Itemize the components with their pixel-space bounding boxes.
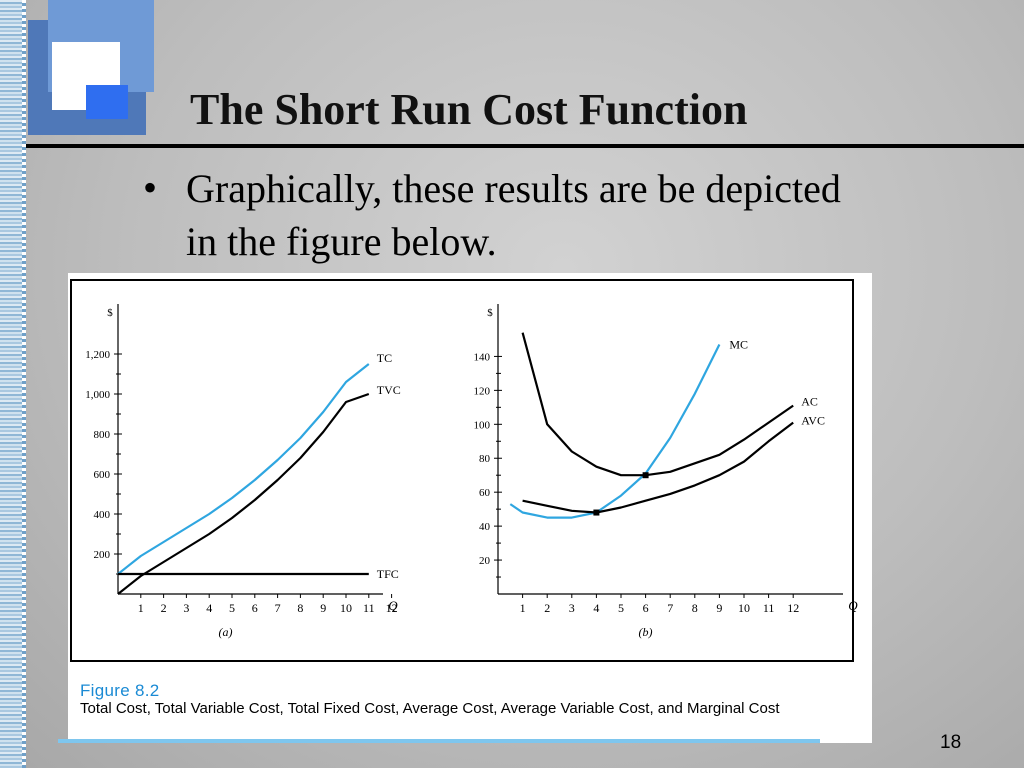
y-axis-label: $ — [487, 307, 493, 319]
x-tick-label: 2 — [544, 601, 550, 615]
chart-panel-a: $Q1 2 3 4 5 6 7 8 9 10 11 122004006008001,0001,200(… — [85, 304, 401, 639]
intersection-point — [642, 472, 649, 479]
y-axis-label: $ — [107, 307, 113, 319]
x-tick-label: 9 — [320, 601, 326, 615]
page-number: 18 — [940, 732, 962, 753]
x-tick-label: 4 — [206, 601, 212, 615]
panel-label: (a) — [219, 625, 233, 639]
slide-logo — [28, 0, 158, 138]
chart-panel-b: $Q1 2 3 4 5 6 7 8 9 10 11 1220406080100120140(b)MCA… — [474, 304, 858, 639]
y-tick-label: 400 — [94, 509, 111, 521]
y-tick-label: 120 — [474, 385, 491, 397]
x-tick-label: 10 — [738, 601, 750, 615]
x-tick-label: 3 — [569, 601, 575, 615]
figure-panel: $ Q 1 2 3 4 5 6 7 8 9 10 11 12 200 400 600 800 1,000 1,200(… — [58, 273, 872, 743]
y-tick-label: 80 — [479, 453, 491, 465]
x-tick-label: 4 — [593, 601, 599, 615]
series-line-tc — [117, 363, 370, 575]
series-label-tvc: TVC — [377, 383, 401, 397]
y-tick-label: 20 — [479, 555, 491, 567]
y-tick-label: 1,000 — [85, 389, 110, 401]
series-line-ac — [521, 332, 794, 477]
x-tick-label: 9 — [716, 601, 722, 615]
x-tick-label: 11 — [763, 601, 775, 615]
title-divider — [26, 144, 1024, 148]
x-tick-label: 11 — [363, 601, 375, 615]
x-tick-label: 5 — [229, 601, 235, 615]
caption-underline — [58, 739, 820, 743]
y-tick-label: 140 — [474, 351, 491, 363]
decorative-side-strip — [0, 0, 26, 768]
x-tick-label: 8 — [692, 601, 698, 615]
x-tick-label: 3 — [183, 601, 189, 615]
y-tick-label: 800 — [94, 429, 111, 441]
bullet-text: Graphically, these results are be depict… — [186, 166, 841, 264]
x-tick-label: 1 — [520, 601, 526, 615]
x-tick-label: 12 — [386, 601, 398, 615]
x-tick-label: 2 — [161, 601, 167, 615]
figure-label: Figure 8.2 — [80, 681, 160, 700]
x-tick-label: 6 — [252, 601, 258, 615]
panel-label: (b) — [639, 625, 653, 639]
y-tick-label: 600 — [94, 469, 111, 481]
x-tick-label: 10 — [340, 601, 352, 615]
x-tick-label: 8 — [297, 601, 303, 615]
figure-frame — [70, 279, 854, 662]
x-tick-label: 5 — [618, 601, 624, 615]
y-tick-label: 200 — [94, 549, 111, 561]
slide-title: The Short Run Cost Function — [190, 85, 748, 134]
series-line-avc — [522, 421, 794, 514]
bullet-marker: • — [143, 165, 158, 210]
figure-charts: $Q1 2 3 4 5 6 7 8 9 10 11 122004006008001,0001,200(… — [70, 279, 858, 662]
x-tick-label: 12 — [787, 601, 799, 615]
series-label-tfc: TFC — [377, 567, 399, 581]
y-tick-label: 100 — [474, 419, 491, 431]
x-tick-label: 7 — [275, 601, 281, 615]
y-tick-label: 1,200 — [85, 349, 110, 361]
y-tick-label: 60 — [479, 487, 491, 499]
series-label-mc: MC — [729, 338, 748, 352]
intersection-point — [593, 509, 600, 516]
figure-caption: Total Cost, Total Variable Cost, Total F… — [80, 700, 780, 717]
series-label-tc: TC — [377, 351, 392, 365]
series-line-tvc — [117, 392, 370, 595]
series-label-avc: AVC — [801, 414, 825, 428]
x-tick-label: 1 — [138, 601, 144, 615]
x-tick-label: 7 — [667, 601, 673, 615]
y-tick-label: 40 — [479, 521, 491, 533]
x-axis-label: Q — [848, 598, 858, 613]
series-line-mc — [509, 344, 721, 519]
series-label-ac: AC — [801, 395, 818, 409]
x-axis-label: Q — [388, 598, 398, 613]
x-tick-label: 6 — [643, 601, 649, 615]
